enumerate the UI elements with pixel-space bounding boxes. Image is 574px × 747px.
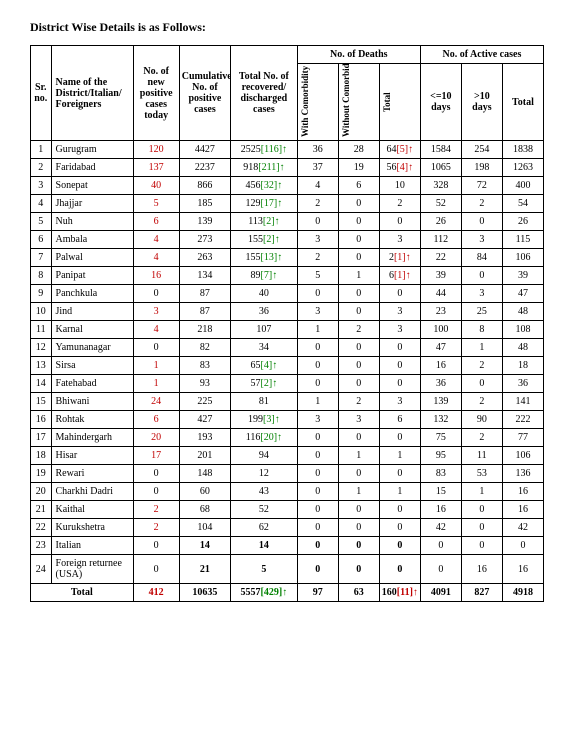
total-label: Total	[31, 584, 134, 602]
district-name: Foreign returnee (USA)	[51, 555, 133, 584]
district-name: Kaithal	[51, 501, 133, 519]
district-name: Panipat	[51, 267, 133, 285]
table-row: 19Rewari0148120008353136	[31, 465, 544, 483]
table-row: 16Rohtak6427199[3]↑33613290222	[31, 411, 544, 429]
th-active: No. of Active cases	[420, 46, 543, 64]
table-row: 8Panipat1613489[7]↑516[1]↑39039	[31, 267, 544, 285]
table-row: 2Faridabad1372237918[211]↑371956[4]↑1065…	[31, 159, 544, 177]
district-name: Nuh	[51, 213, 133, 231]
th-withcom: With Comorbidity	[297, 64, 338, 141]
district-name: Jind	[51, 303, 133, 321]
district-name: Fatehabad	[51, 375, 133, 393]
district-name: Jhajjar	[51, 195, 133, 213]
table-row: 23Italian01414000000	[31, 537, 544, 555]
total-a2: 827	[461, 584, 502, 602]
table-row: 10Jind38736303232548	[31, 303, 544, 321]
table-row: 17Mahindergarh20193116[20]↑00075277	[31, 429, 544, 447]
table-row: 21Kaithal2685200016016	[31, 501, 544, 519]
table-row: 3Sonepat40866456[32]↑461032872400	[31, 177, 544, 195]
table-row: 12Yamunanagar0823400047148	[31, 339, 544, 357]
th-le10: <=10 days	[420, 64, 461, 141]
th-deaths: No. of Deaths	[297, 46, 420, 64]
total-d2: 63	[338, 584, 379, 602]
district-name: Ambala	[51, 231, 133, 249]
total-a3: 4918	[502, 584, 543, 602]
district-name: Yamunanagar	[51, 339, 133, 357]
total-new: 412	[133, 584, 179, 602]
district-name: Rohtak	[51, 411, 133, 429]
table-row: 20Charkhi Dadri0604301115116	[31, 483, 544, 501]
district-name: Italian	[51, 537, 133, 555]
district-name: Bhiwani	[51, 393, 133, 411]
total-d3: 160[11]↑	[379, 584, 420, 602]
table-row: 13Sirsa18365[4]↑00016218	[31, 357, 544, 375]
th-rec: Total No. of recovered/ discharged cases	[231, 46, 298, 141]
table-row: 22Kurukshetra21046200042042	[31, 519, 544, 537]
district-name: Sirsa	[51, 357, 133, 375]
table-row: 24Foreign returnee (USA)021500001616	[31, 555, 544, 584]
th-cum: Cumulative No. of positive cases	[179, 46, 230, 141]
table-row: 18Hisar17201940119511106	[31, 447, 544, 465]
table-row: 4Jhajjar5185129[17]↑20252254	[31, 195, 544, 213]
th-dtotal: Total	[379, 64, 420, 141]
district-name: Palwal	[51, 249, 133, 267]
district-name: Panchkula	[51, 285, 133, 303]
district-name: Charkhi Dadri	[51, 483, 133, 501]
total-row: Total 412 10635 5557[429]↑ 97 63 160[11]…	[31, 584, 544, 602]
table-row: 5Nuh6139113[2]↑00026026	[31, 213, 544, 231]
district-name: Rewari	[51, 465, 133, 483]
total-d1: 97	[297, 584, 338, 602]
th-gt10: >10 days	[461, 64, 502, 141]
district-name: Mahindergarh	[51, 429, 133, 447]
th-new: No. of new positive cases today	[133, 46, 179, 141]
th-sr: Sr. no.	[31, 46, 52, 141]
total-rec: 5557[429]↑	[231, 584, 298, 602]
page-title: District Wise Details is as Follows:	[30, 20, 544, 35]
table-row: 1Gurugram12044272525[116]↑362864[5]↑1584…	[31, 141, 544, 159]
table-row: 6Ambala4273155[2]↑3031123115	[31, 231, 544, 249]
total-cum: 10635	[179, 584, 230, 602]
district-name: Kurukshetra	[51, 519, 133, 537]
table-row: 7Palwal4263155[13]↑202[1]↑2284106	[31, 249, 544, 267]
th-atotal: Total	[502, 64, 543, 141]
th-withoutcom: Without Comorbidity	[338, 64, 379, 141]
district-name: Karnal	[51, 321, 133, 339]
district-name: Faridabad	[51, 159, 133, 177]
district-name: Gurugram	[51, 141, 133, 159]
district-name: Sonepat	[51, 177, 133, 195]
district-name: Hisar	[51, 447, 133, 465]
table-row: 14Fatehabad19357[2]↑00036036	[31, 375, 544, 393]
table-row: 9Panchkula0874000044347	[31, 285, 544, 303]
table-row: 11Karnal42181071231008108	[31, 321, 544, 339]
th-name: Name of the District/Italian/ Foreigners	[51, 46, 133, 141]
table-row: 15Bhiwani24225811231392141	[31, 393, 544, 411]
total-a1: 4091	[420, 584, 461, 602]
district-table: Sr. no. Name of the District/Italian/ Fo…	[30, 45, 544, 602]
